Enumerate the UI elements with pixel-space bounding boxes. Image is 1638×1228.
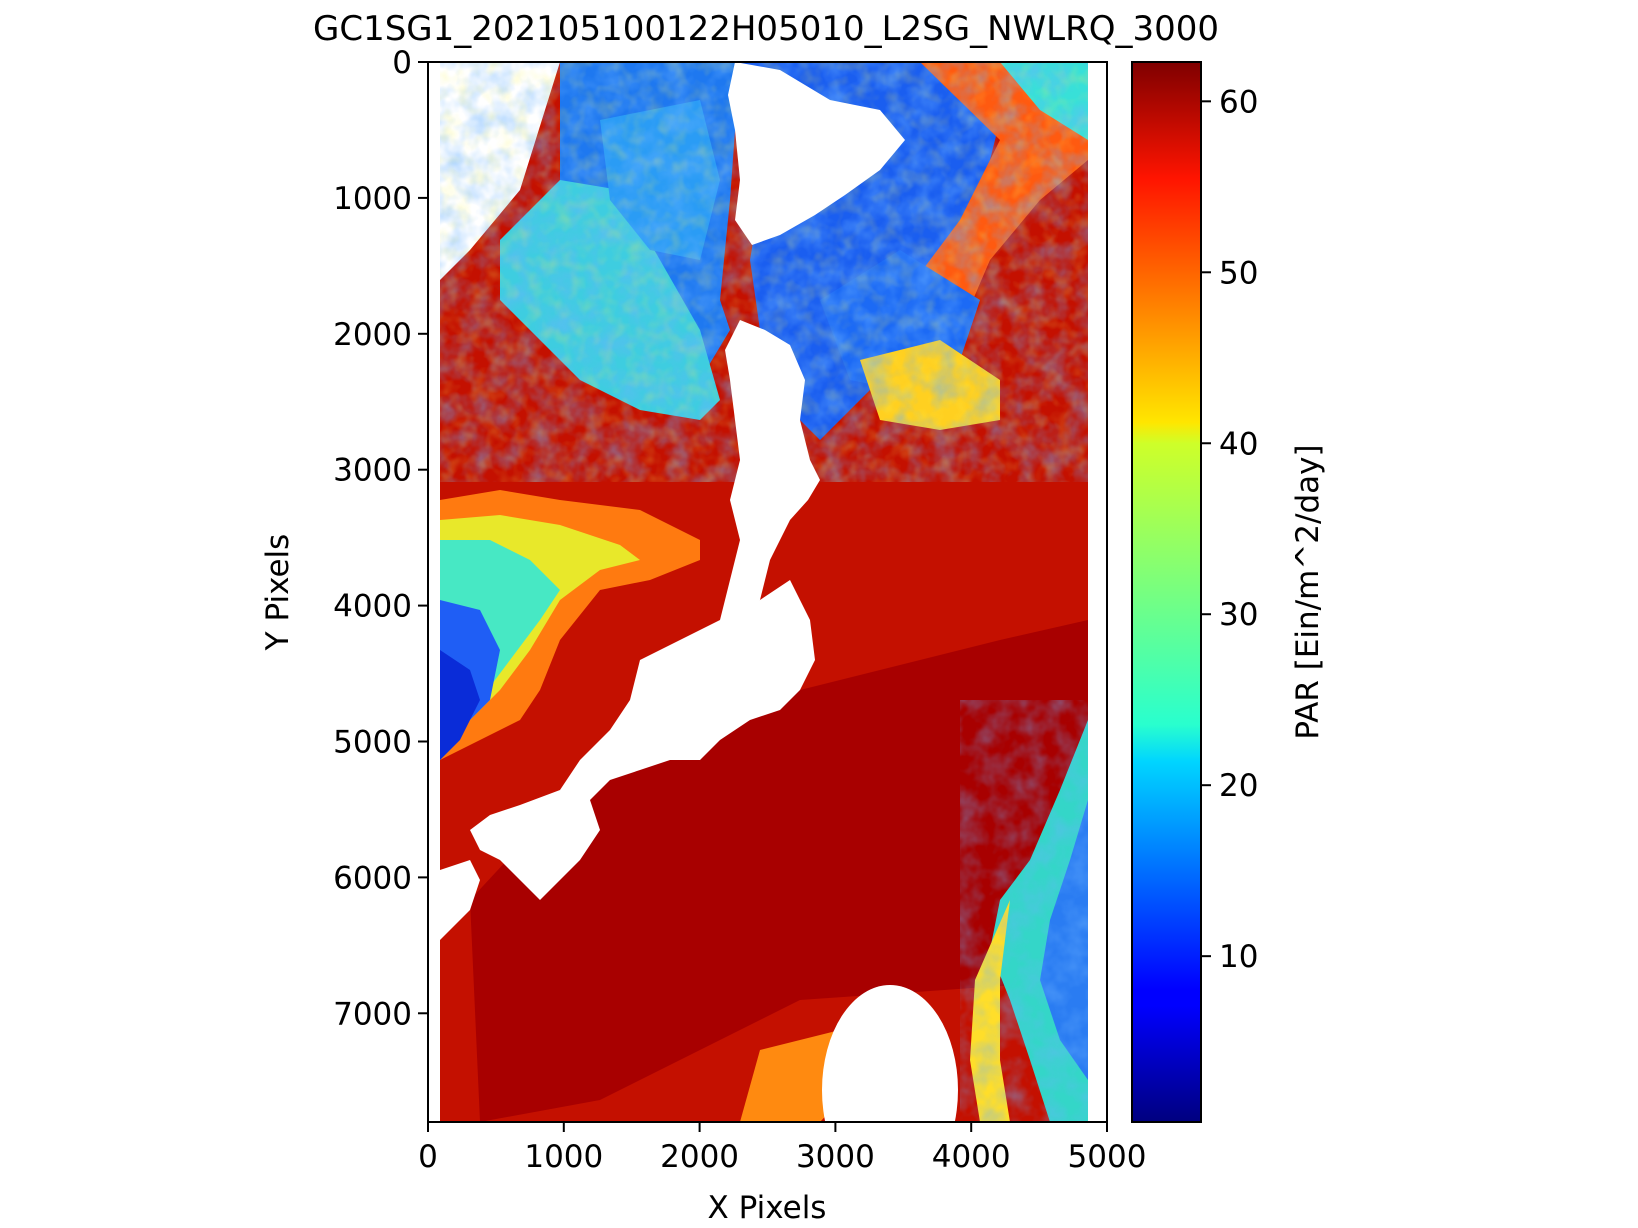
- x-tick-label: 0: [418, 1139, 438, 1175]
- colorbar-gradient: [1131, 61, 1202, 1123]
- y-tick-label: 6000: [333, 860, 412, 896]
- x-tick-label: 5000: [1068, 1139, 1147, 1175]
- colorbar: 10 20 30 40 50 60 PAR [Ein/m^2/day]: [1131, 61, 1326, 1123]
- chart-title: GC1SG1_202105100122H05010_L2SG_NWLRQ_300…: [313, 9, 1219, 49]
- colorbar-tick-label: 40: [1219, 426, 1258, 462]
- y-tick-label: 3000: [333, 453, 412, 489]
- y-tick-label: 1000: [333, 181, 412, 217]
- y-tick-label: 0: [392, 45, 412, 81]
- plot-frame: [427, 61, 1108, 1123]
- y-tick-label: 5000: [333, 724, 412, 760]
- western-cloud-cluster: [440, 490, 700, 760]
- colorbar-label: PAR [Ein/m^2/day]: [1290, 444, 1326, 739]
- y-axis-label: Y Pixels: [260, 534, 296, 652]
- par-heatmap: [428, 62, 1107, 1122]
- colorbar-tick-label: 50: [1219, 255, 1258, 291]
- y-tick-label: 2000: [333, 317, 412, 353]
- colorbar-ticks: 10 20 30 40 50 60: [1201, 84, 1258, 975]
- x-axis: 0 1000 2000 3000 4000 5000: [418, 1122, 1146, 1175]
- colorbar-tick-label: 10: [1219, 939, 1258, 975]
- x-tick-label: 1000: [524, 1139, 603, 1175]
- land-mask: [428, 62, 958, 1122]
- y-axis: 0 1000 2000 3000 4000 5000 6000 7000: [333, 45, 428, 1032]
- x-tick-label: 2000: [660, 1139, 739, 1175]
- x-tick-label: 4000: [932, 1139, 1011, 1175]
- x-tick-label: 3000: [796, 1139, 875, 1175]
- colorbar-tick-label: 20: [1219, 768, 1258, 804]
- colorbar-tick-label: 60: [1219, 84, 1258, 120]
- y-tick-label: 4000: [333, 589, 412, 625]
- x-axis-label: X Pixels: [708, 1190, 827, 1226]
- y-tick-label: 7000: [333, 996, 412, 1032]
- colorbar-tick-label: 30: [1219, 597, 1258, 633]
